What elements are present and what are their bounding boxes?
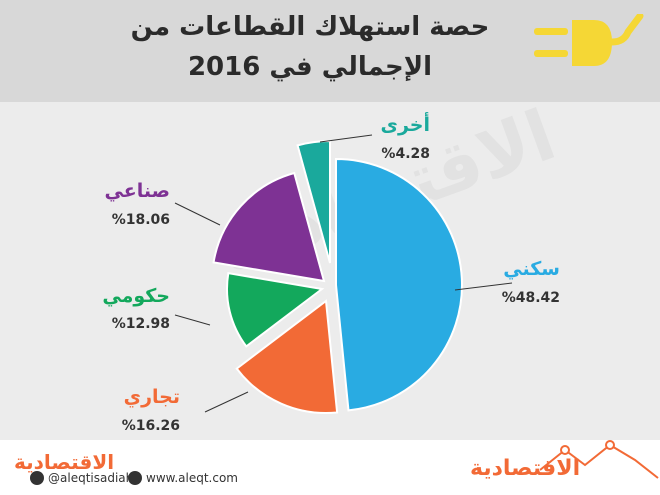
footer: الاقتصادية @aleqtisadiah www.aleqt.com ا… bbox=[0, 440, 660, 495]
footer-brand-right: الاقتصادية bbox=[470, 456, 581, 481]
footer-website[interactable]: www.aleqt.com bbox=[146, 471, 238, 485]
pie-chart: الاقتصادية bbox=[174, 94, 565, 414]
value-other: %4.28 bbox=[381, 146, 430, 162]
pie-slice-industrial bbox=[212, 171, 326, 283]
plug-icon bbox=[534, 14, 644, 66]
value-commercial: %16.26 bbox=[121, 418, 180, 434]
header-band: حصة استهلاك القطاعات من الإجمالي في 2016 bbox=[0, 0, 660, 102]
label-other: أخرى bbox=[380, 114, 430, 136]
label-commercial: تجاري bbox=[123, 386, 180, 408]
chart-title-line-2: الإجمالي في 2016 bbox=[187, 52, 433, 82]
footer-line-decoration bbox=[540, 440, 659, 479]
chart-title-line-1: حصة استهلاك القطاعات من bbox=[130, 12, 490, 42]
twitter-icon bbox=[30, 471, 44, 485]
leader-line-other bbox=[319, 134, 373, 143]
pie-slice-commercial bbox=[235, 299, 339, 414]
leader-line-industrial bbox=[174, 202, 221, 226]
label-industrial: صناعي bbox=[104, 180, 170, 202]
label-residential: سكني bbox=[503, 258, 560, 280]
pie-slice-residential bbox=[335, 157, 463, 412]
value-industrial: %18.06 bbox=[111, 212, 170, 228]
leader-line-residential bbox=[454, 282, 513, 291]
value-residential: %48.42 bbox=[501, 290, 560, 306]
pie-slice-government bbox=[226, 272, 325, 348]
globe-icon bbox=[128, 471, 142, 485]
label-government: حكومي bbox=[102, 285, 170, 307]
footer-brand-left: الاقتصادية bbox=[14, 450, 115, 474]
leader-line-commercial bbox=[204, 391, 249, 413]
value-government: %12.98 bbox=[111, 316, 170, 332]
footer-twitter-handle[interactable]: @aleqtisadiah bbox=[48, 471, 134, 485]
leader-line-government bbox=[174, 314, 211, 326]
